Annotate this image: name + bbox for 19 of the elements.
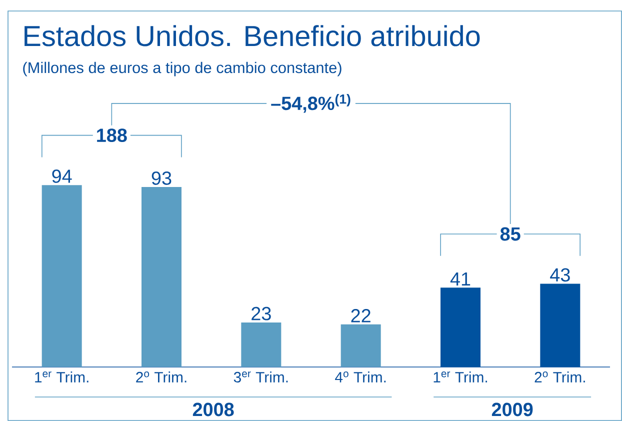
annotation: 85 (500, 227, 520, 241)
data-label: 43 (550, 268, 570, 282)
text: –54,8%$^{(1)}$ (271, 94, 350, 113)
x-tick-label: 4$^{o}$ Trim. (335, 372, 386, 382)
x-tick-label: 3$^{er}$ Trim. (234, 372, 288, 382)
text: 2008 (192, 402, 234, 416)
chart-title: Estados Unidos. Beneficio atribuido (24, 25, 480, 46)
data-label: 41 (450, 272, 470, 286)
x-tick-label: 1$^{er}$ Trim. (35, 372, 88, 382)
data-label: 22 (351, 309, 370, 322)
data-label: 93 (152, 171, 172, 185)
text: 188 (97, 128, 127, 142)
data-label: 94 (52, 170, 72, 183)
x-tick-label: 2$^{o}$ Trim. (534, 372, 585, 382)
chart-subtitle: (Millones de euros a tipo de cambio constante) (23, 62, 342, 76)
x-tick-label: 2$^{o}$ Trim. (136, 372, 186, 382)
x-tick-label: 1$^{er}$ Trim. (434, 372, 488, 382)
data-label: 23 (252, 306, 271, 320)
text: 2009 (492, 402, 533, 416)
